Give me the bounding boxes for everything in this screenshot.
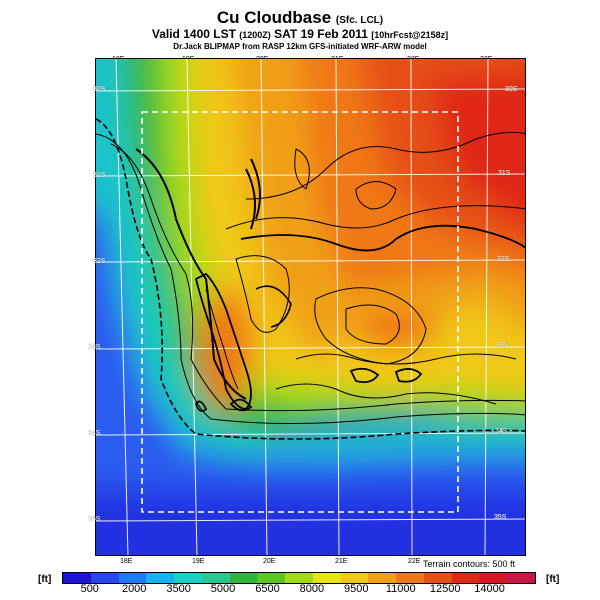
inner-domain-box: [141, 111, 459, 513]
colorbar-swatch: [257, 573, 286, 583]
colorbar-swatch: [174, 573, 202, 583]
lat-label-right-30s: 30S: [505, 86, 518, 93]
lon-label-bottom-18e: 18E: [120, 558, 133, 565]
colorbar-label: 11000: [385, 583, 416, 595]
lon-label-bottom-19e: 19E: [192, 558, 205, 565]
map-title: Cu Cloudbase (Sfc. LCL): [216, 8, 384, 27]
model-source: Dr.Jack BLIPMAP from RASP 12km GFS-initi…: [173, 42, 427, 51]
colorbar: [62, 572, 536, 584]
colorbar-labels: 500 2000 3500 5000 6500 8000 9500 11000 12500 140…: [62, 583, 534, 597]
colorbar-swatch: [146, 573, 175, 583]
colorbar-label: 12500: [429, 583, 461, 595]
lon-label-bottom-21e: 21E: [335, 558, 348, 565]
colorbar-unit-left: [ft]: [38, 574, 52, 585]
colorbar-label: 6500: [255, 583, 280, 595]
valid-time: Valid 1400 LST (1200Z) SAT 19 Feb 2011 […: [151, 27, 449, 41]
colorbar-label: 500: [80, 583, 99, 595]
colorbar-swatch: [479, 573, 508, 583]
lat-label-right-31s: 31S: [498, 170, 511, 177]
lat-label-left-35s: 35S: [88, 516, 101, 523]
colorbar-swatch: [63, 573, 91, 583]
colorbar-swatch: [451, 573, 480, 583]
colorbar-swatch: [90, 573, 119, 583]
colorbar-swatch: [312, 573, 341, 583]
colorbar-label: 5000: [210, 583, 236, 595]
lon-label-bottom-20e: 20E: [263, 558, 276, 565]
colorbar-label: 8000: [299, 583, 325, 595]
colorbar-label: 2000: [121, 583, 147, 595]
colorbar-swatch: [285, 573, 313, 583]
colorbar-label: 14000: [474, 583, 505, 595]
colorbar-swatch: [368, 573, 397, 583]
terrain-contour-note: Terrain contours: 500 ft: [422, 559, 515, 569]
lat-label-right-34s: 34S: [495, 428, 508, 435]
lat-label-left-31s: 31S: [93, 172, 106, 179]
lat-label-right-32s: 32S: [497, 256, 510, 263]
colorbar-swatch: [118, 573, 147, 583]
colorbar-swatch: [507, 573, 536, 583]
terrain-contours: [96, 118, 525, 440]
lat-label-left-33s: 33S: [88, 344, 101, 351]
cloudbase-map: [95, 58, 526, 556]
colorbar-swatch: [229, 573, 258, 583]
field-shading: [96, 59, 525, 555]
lat-label-left-30s: 30S: [93, 86, 106, 93]
colorbar-label: 3500: [166, 583, 191, 595]
lat-label-right-33s: 33S: [496, 342, 509, 349]
lat-label-left-32s: 32S: [93, 258, 106, 265]
lat-label-left-34s: 34S: [88, 430, 101, 437]
colorbar-unit-right: [ft]: [546, 574, 560, 585]
colorbar-swatch: [423, 573, 452, 583]
colorbar-swatch: [396, 573, 424, 583]
colorbar-swatch: [340, 573, 369, 583]
lat-label-right-35s: 35S: [494, 514, 507, 521]
lon-label-bottom-22e: 22E: [408, 558, 421, 565]
colorbar-swatch: [201, 573, 230, 583]
colorbar-label: 9500: [344, 583, 369, 595]
